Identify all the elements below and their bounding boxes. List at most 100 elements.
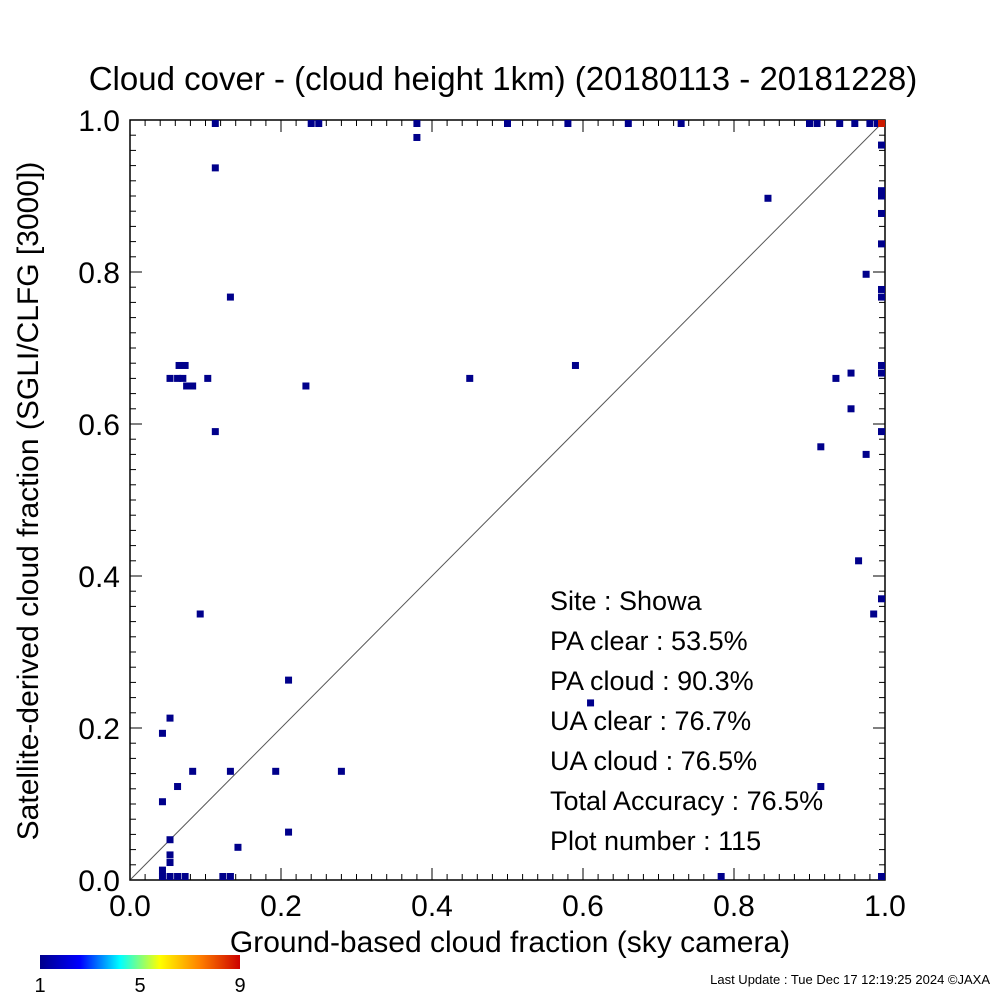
data-point: [189, 767, 197, 775]
x-tick-label: 0.4: [411, 890, 453, 923]
data-point: [862, 450, 870, 458]
stat-line: PA cloud : 90.3%: [550, 666, 754, 696]
data-point: [677, 120, 685, 127]
data-point: [878, 240, 885, 248]
x-tick-label: 0.2: [260, 890, 302, 923]
data-point: [878, 369, 885, 377]
data-point: [307, 120, 315, 127]
data-point: [878, 141, 885, 149]
y-tick-label: 1.0: [78, 105, 120, 138]
stat-line: Total Accuracy : 76.5%: [550, 786, 823, 816]
data-point: [181, 361, 189, 369]
data-point: [832, 374, 840, 382]
data-point: [878, 361, 885, 369]
stat-line: Site : Showa: [550, 586, 703, 616]
data-point: [166, 714, 174, 722]
y-tick-label: 0.2: [78, 713, 120, 746]
colorbar-tick-label: 1: [34, 975, 45, 997]
data-point: [878, 209, 885, 217]
x-axis-label: Ground-based cloud fraction (sky camera): [230, 926, 790, 959]
data-point: [285, 676, 293, 684]
data-point: [196, 610, 204, 618]
data-point: [166, 873, 174, 880]
x-tick-label: 1.0: [864, 890, 906, 923]
data-point: [158, 729, 166, 737]
data-point: [847, 405, 855, 413]
data-point: [211, 120, 219, 127]
data-point: [272, 767, 280, 775]
data-point: [211, 428, 219, 436]
last-update-footer: Last Update : Tue Dec 17 12:19:25 2024 ©…: [710, 972, 990, 987]
data-point: [862, 270, 870, 278]
colorbar-tick-label: 5: [134, 975, 145, 997]
y-tick-label: 0.0: [78, 865, 120, 898]
data-point: [234, 843, 242, 851]
data-point: [878, 873, 885, 880]
data-point: [226, 767, 234, 775]
data-point: [504, 120, 511, 127]
y-tick-label: 0.6: [78, 409, 120, 442]
stat-line: UA cloud : 76.5%: [550, 746, 757, 776]
data-point: [855, 557, 863, 565]
data-point: [315, 120, 323, 127]
data-point: [211, 164, 219, 172]
data-point: [564, 120, 572, 127]
data-point: [851, 120, 859, 127]
data-point: [870, 610, 878, 618]
data-point: [878, 428, 885, 436]
stat-line: UA clear : 76.7%: [550, 706, 751, 736]
data-point: [174, 873, 182, 880]
chart-title: Cloud cover - (cloud height 1km) (201801…: [89, 60, 918, 97]
stat-line: PA clear : 53.5%: [550, 626, 748, 656]
data-point: [226, 873, 234, 880]
data-point: [764, 194, 772, 202]
stat-line: Plot number : 115: [550, 826, 761, 856]
data-point: [878, 293, 885, 301]
data-point: [817, 443, 825, 451]
data-point: [158, 873, 166, 880]
data-point-high-count: [878, 120, 885, 127]
colorbar: [40, 955, 240, 969]
x-tick-label: 0.8: [713, 890, 755, 923]
data-point: [219, 873, 227, 880]
x-tick-label: 0.0: [109, 890, 151, 923]
data-point: [166, 374, 174, 382]
data-points: [158, 120, 885, 880]
data-point: [174, 783, 182, 791]
data-point: [183, 382, 191, 390]
data-point: [204, 374, 212, 382]
data-point: [226, 293, 234, 301]
statistics-box: Site : Showa PA clear : 53.5% PA cloud : 9…: [550, 586, 823, 856]
data-point: [587, 699, 595, 707]
data-point: [413, 133, 421, 141]
data-point: [878, 187, 885, 195]
data-point: [817, 783, 825, 791]
data-point: [847, 369, 855, 377]
data-point: [571, 361, 579, 369]
one-to-one-line: [129, 119, 886, 881]
data-point: [717, 873, 725, 880]
data-point: [166, 851, 174, 859]
data-point: [813, 120, 821, 127]
data-point: [878, 192, 885, 200]
data-point: [189, 382, 197, 390]
data-point: [285, 828, 293, 836]
data-point: [179, 374, 187, 382]
data-point: [413, 120, 421, 127]
data-point: [466, 374, 474, 382]
data-point: [873, 120, 881, 127]
data-point: [866, 120, 874, 127]
data-point: [302, 382, 310, 390]
data-point: [174, 374, 182, 382]
data-point: [158, 798, 166, 806]
data-point: [878, 595, 885, 603]
y-tick-label: 0.4: [78, 561, 120, 594]
y-axis-label: Satellite-derived cloud fraction (SGLI/C…: [12, 162, 45, 841]
data-point: [175, 361, 183, 369]
data-point: [337, 767, 345, 775]
colorbar-labels: 1 5 9: [34, 975, 245, 997]
data-point: [878, 285, 885, 293]
x-tick-label: 0.6: [562, 890, 604, 923]
data-point: [158, 866, 166, 874]
